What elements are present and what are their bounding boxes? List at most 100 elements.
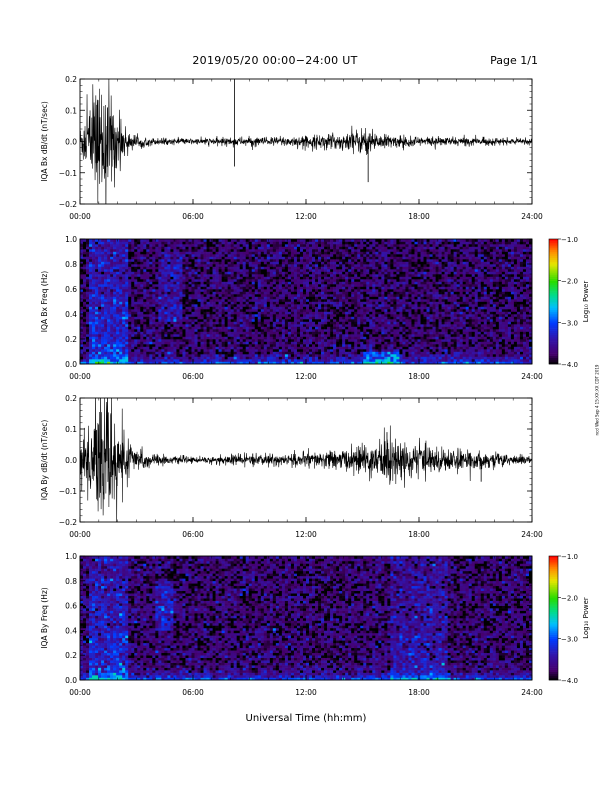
spectrogram-cell bbox=[170, 339, 174, 342]
spectrogram-cell bbox=[83, 291, 87, 295]
spectrogram-cell bbox=[363, 269, 367, 272]
spectrogram-cell bbox=[173, 314, 177, 317]
spectrogram-cell bbox=[221, 251, 225, 255]
spectrogram-cell bbox=[269, 249, 274, 252]
spectrogram-cell bbox=[134, 331, 138, 335]
spectrogram-cell bbox=[354, 261, 358, 265]
spectrogram-cell bbox=[333, 316, 337, 320]
spectrogram-cell bbox=[330, 269, 334, 272]
spectrogram-cell bbox=[200, 329, 204, 332]
spectrogram-cell bbox=[266, 331, 271, 335]
spectrogram-cell bbox=[284, 254, 289, 257]
spectrogram-cell bbox=[128, 331, 132, 335]
spectrogram-cell bbox=[302, 356, 307, 360]
spectrogram-cell bbox=[281, 241, 286, 245]
spectrogram-cell bbox=[309, 249, 313, 252]
spectrogram-cell bbox=[290, 251, 295, 255]
spectrogram-cell bbox=[330, 276, 334, 280]
spectrogram-cell bbox=[306, 306, 310, 310]
spectrogram-cell bbox=[107, 334, 111, 337]
spectrogram-cell bbox=[318, 296, 322, 300]
spectrogram-cell bbox=[209, 284, 213, 287]
spectrogram-cell bbox=[327, 359, 331, 362]
spectrogram-cell bbox=[309, 351, 313, 355]
spectrogram-cell bbox=[170, 256, 174, 260]
spectrogram-cell bbox=[194, 244, 198, 247]
spectrogram-cell bbox=[230, 251, 234, 255]
spectrogram-cell bbox=[131, 294, 135, 297]
spectrogram-cell bbox=[212, 291, 216, 295]
spectrogram-cell bbox=[119, 319, 123, 322]
spectrogram-cell bbox=[101, 321, 105, 325]
spectrogram-cell bbox=[348, 299, 352, 302]
spectrogram-cell bbox=[239, 331, 244, 335]
spectrogram-cell bbox=[306, 254, 310, 257]
spectrogram-cell bbox=[80, 271, 84, 275]
spectrogram-cell bbox=[312, 264, 316, 267]
spectrogram-cell bbox=[215, 239, 219, 242]
spectrogram-cell bbox=[116, 281, 120, 285]
spectrogram-cell bbox=[161, 239, 165, 242]
spectrogram-cell bbox=[122, 339, 126, 342]
spectrogram-cell bbox=[119, 286, 123, 290]
spectrogram-cell bbox=[339, 359, 343, 362]
spectrogram-cell bbox=[155, 334, 159, 337]
spectrogram-cell bbox=[113, 271, 117, 275]
spectrogram-cell bbox=[233, 291, 237, 295]
spectrogram-cell bbox=[203, 329, 207, 332]
spectrogram-cell bbox=[315, 354, 319, 357]
spectrogram-cell bbox=[245, 241, 250, 245]
spectrogram-cell bbox=[357, 266, 361, 270]
spectrogram-cell bbox=[309, 359, 313, 362]
y-tick-label: 0.2 bbox=[65, 75, 77, 84]
spectrogram-cell bbox=[188, 244, 192, 247]
spectrogram-cell bbox=[89, 246, 93, 250]
spectrogram-cell bbox=[158, 351, 162, 355]
spectrogram-cell bbox=[351, 241, 355, 245]
spectrogram-cell bbox=[185, 251, 189, 255]
spectrogram-cell bbox=[302, 309, 307, 312]
spectrogram-cell bbox=[182, 286, 186, 290]
spectrogram-cell bbox=[134, 289, 138, 292]
spectrogram-cell bbox=[170, 291, 174, 295]
spectrogram-cell bbox=[233, 249, 237, 252]
spectrogram-cell bbox=[342, 311, 346, 315]
spectrogram-cell bbox=[137, 324, 141, 327]
spectrogram-cell bbox=[125, 346, 129, 350]
spectrogram-cell bbox=[290, 256, 295, 260]
spectrogram-cell bbox=[239, 264, 244, 267]
spectrogram-cell bbox=[296, 289, 301, 292]
spectrogram-cell bbox=[290, 334, 295, 337]
spectrogram-cell bbox=[149, 249, 153, 252]
spectrogram-cell bbox=[203, 271, 207, 275]
spectrogram-cell bbox=[221, 349, 225, 352]
spectrogram-cell bbox=[167, 294, 171, 297]
spectrogram-cell bbox=[260, 314, 265, 317]
spectrogram-cell bbox=[318, 276, 322, 280]
spectrogram-cell bbox=[143, 286, 147, 290]
spectrogram-cell bbox=[284, 294, 289, 297]
spectrogram-cell bbox=[191, 244, 195, 247]
spectrogram-cell bbox=[254, 279, 259, 282]
spectrogram-cell bbox=[110, 259, 114, 262]
spectrogram-cell bbox=[209, 291, 213, 295]
spectrogram-cell bbox=[245, 274, 250, 277]
spectrogram-cell bbox=[185, 331, 189, 335]
spectrogram-cell bbox=[281, 346, 286, 350]
spectrogram-cell bbox=[278, 276, 283, 280]
spectrogram-cell bbox=[336, 351, 340, 355]
spectrogram-cell bbox=[269, 341, 274, 345]
spectrogram-cell bbox=[176, 324, 180, 327]
spectrogram-cell bbox=[122, 349, 126, 352]
spectrogram-cell bbox=[95, 349, 99, 352]
spectrogram-cell bbox=[194, 299, 198, 302]
spectrogram-cell bbox=[116, 261, 120, 265]
spectrogram-cell bbox=[125, 301, 129, 305]
spectrogram-cell bbox=[354, 359, 358, 362]
spectrogram-cell bbox=[101, 249, 105, 252]
spectrogram-cell bbox=[302, 339, 307, 342]
spectrogram-cell bbox=[251, 326, 256, 330]
spectrogram-cell bbox=[236, 311, 240, 315]
data-series-line bbox=[80, 79, 532, 204]
spectrogram-cell bbox=[185, 256, 189, 260]
